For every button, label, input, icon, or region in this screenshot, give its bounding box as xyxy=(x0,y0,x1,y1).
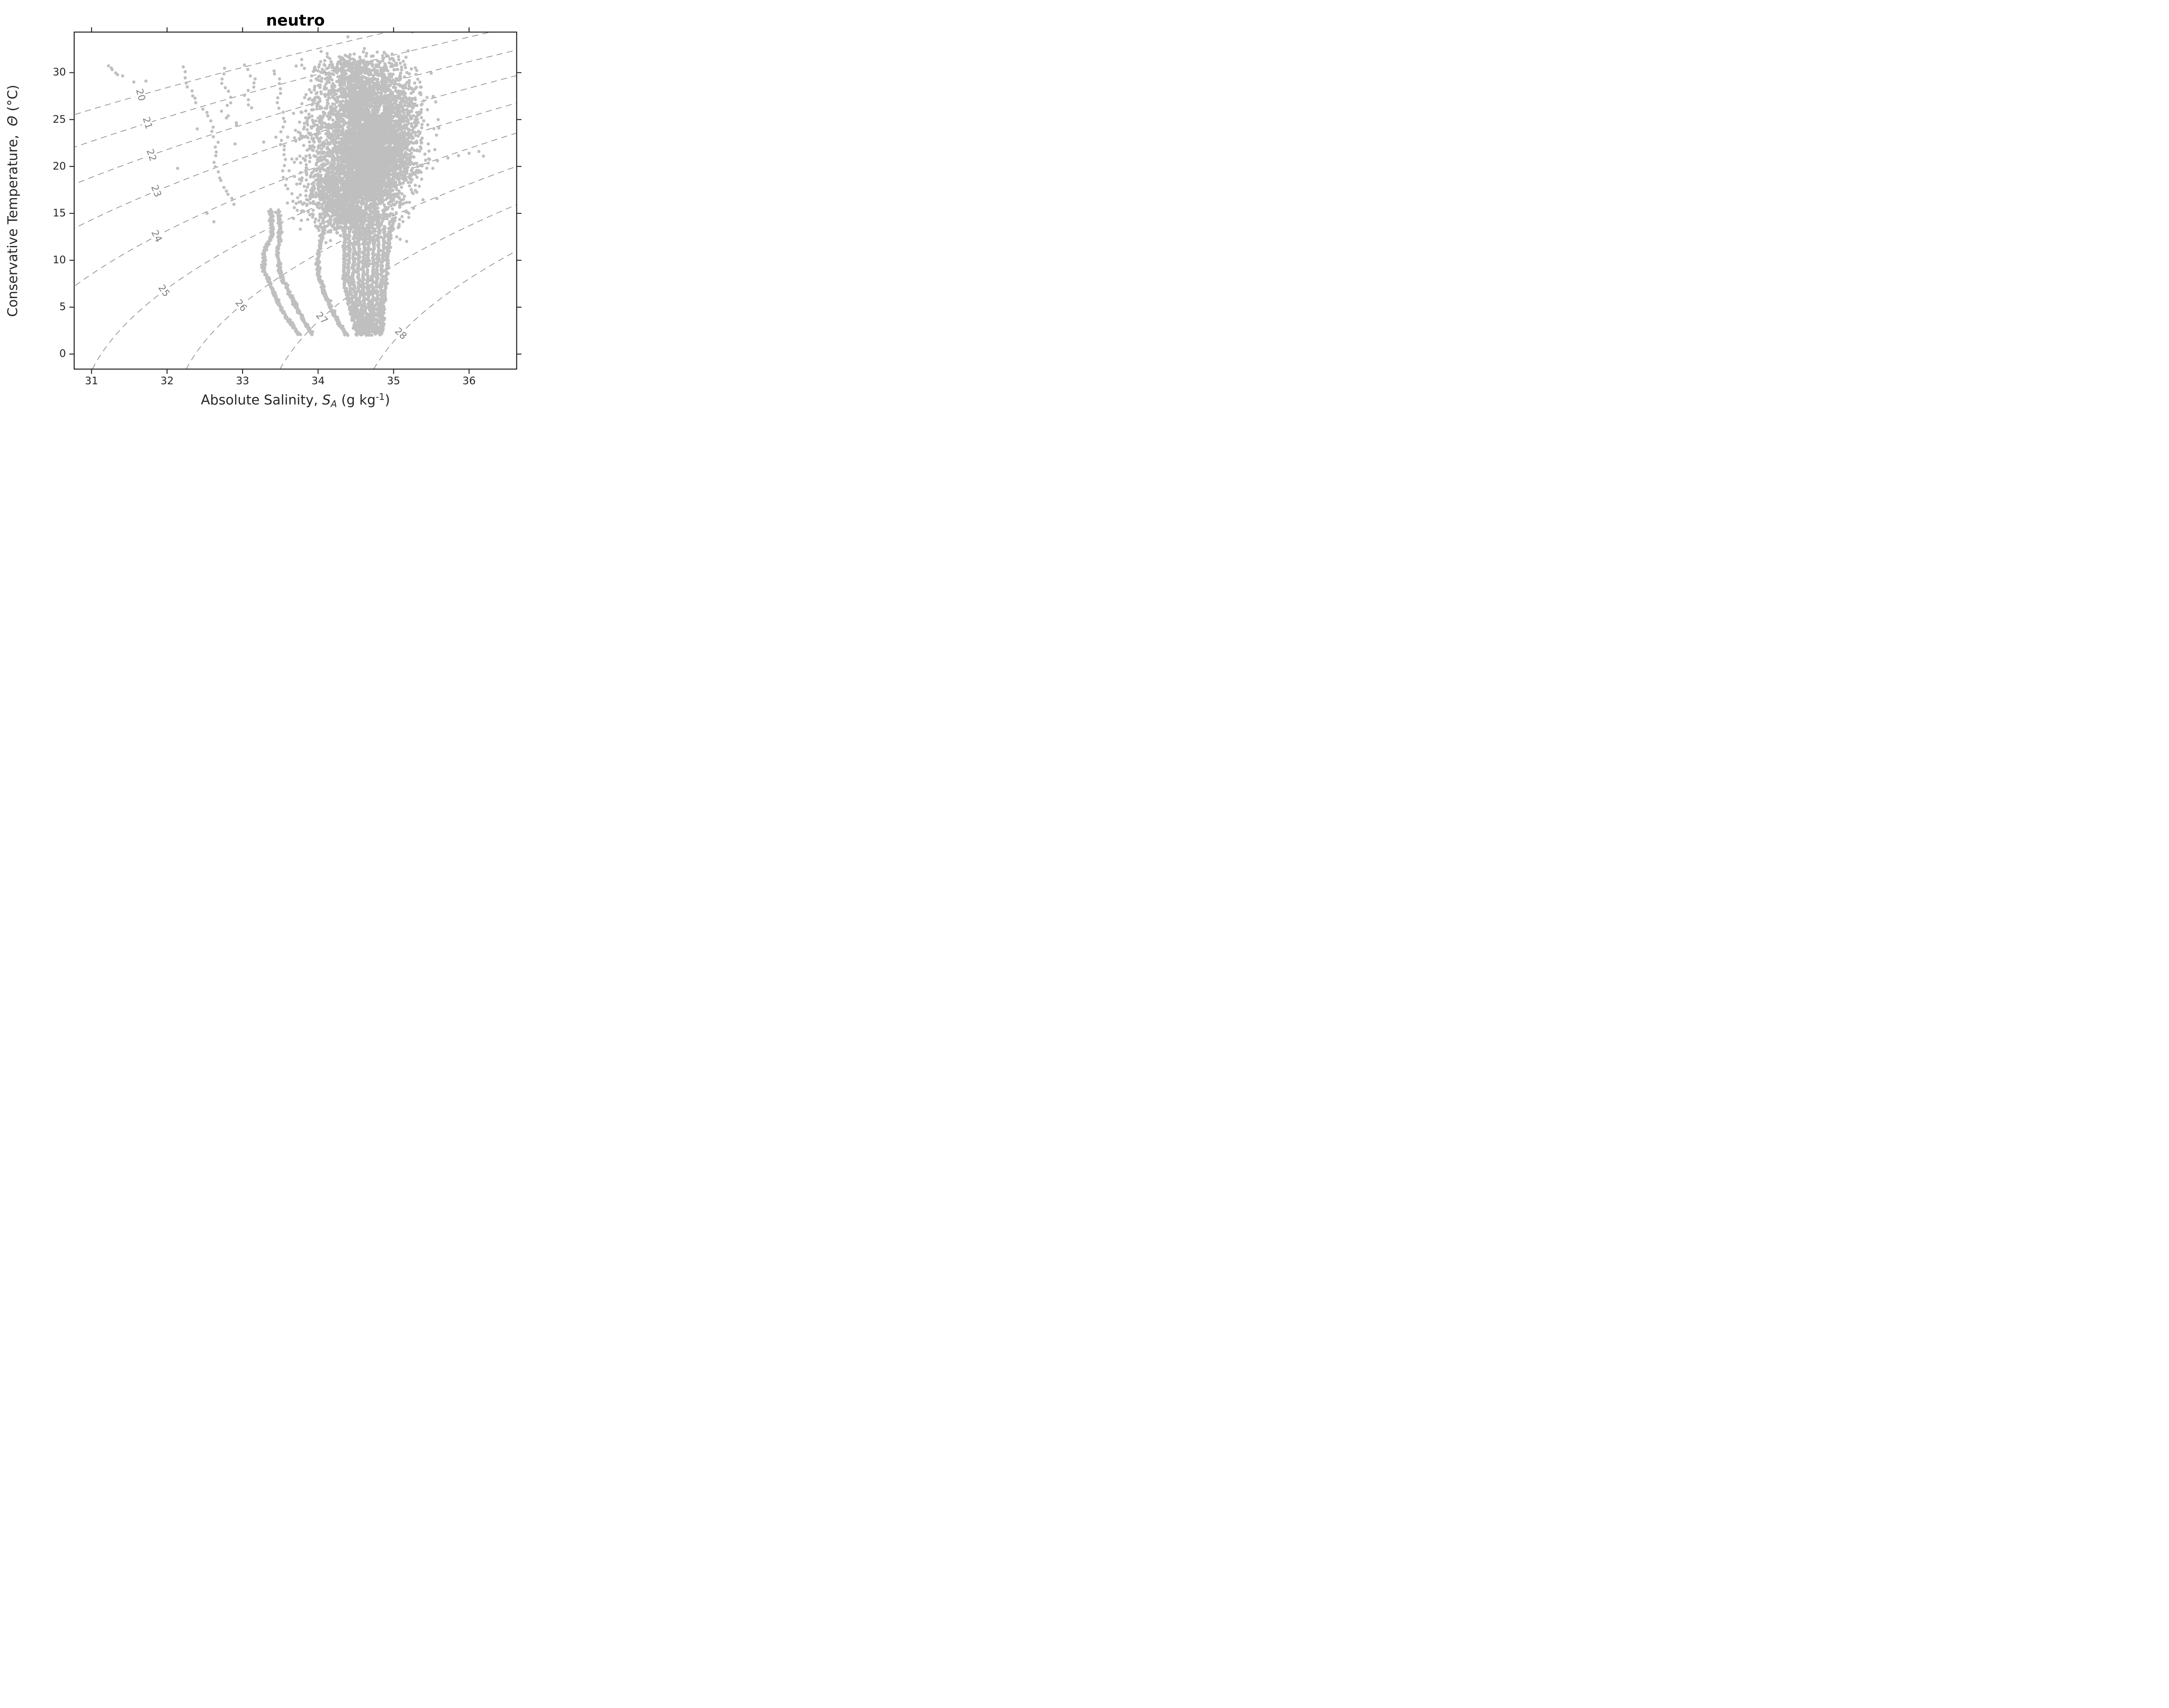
x-tick-label-35: 35 xyxy=(387,375,400,387)
y-tick-label-25: 25 xyxy=(52,113,66,125)
x-label-unit-open: (g kg xyxy=(337,392,376,408)
y-tick-label-30: 30 xyxy=(52,66,66,79)
x-label-unit-sup: -1 xyxy=(375,391,385,402)
y-label-symbol: Θ xyxy=(5,115,21,127)
x-tick-label-32: 32 xyxy=(160,375,174,387)
x-label-symbol-sub: A xyxy=(331,398,337,409)
y-label-unit: (°C) xyxy=(5,85,21,116)
x-tick-label-33: 33 xyxy=(236,375,249,387)
plot-area-canvas xyxy=(0,0,569,427)
x-axis-label: Absolute Salinity, SA (g kg-1) xyxy=(74,391,517,409)
y-tick-label-10: 10 xyxy=(52,254,66,266)
y-tick-label-5: 5 xyxy=(59,301,66,313)
x-label-unit-close: ) xyxy=(384,392,390,408)
ts-diagram-figure: neutro 20 21 22 23 24 25 26 27 28 31 32 33 34 35 36 0… xyxy=(0,0,569,427)
y-tick-label-15: 15 xyxy=(52,206,66,219)
x-tick-label-31: 31 xyxy=(85,375,98,387)
y-label-text: Conservative Temperature, xyxy=(5,126,21,317)
x-label-symbol: S xyxy=(322,392,331,408)
y-tick-label-20: 20 xyxy=(52,160,66,172)
x-tick-label-34: 34 xyxy=(311,375,325,387)
x-label-text: Absolute Salinity, xyxy=(200,392,322,408)
y-axis-label: Conservative Temperature, Θ (°C) xyxy=(5,33,22,370)
x-tick-label-36: 36 xyxy=(462,375,476,387)
plot-title: neutro xyxy=(266,12,325,29)
y-tick-label-0: 0 xyxy=(59,347,66,360)
